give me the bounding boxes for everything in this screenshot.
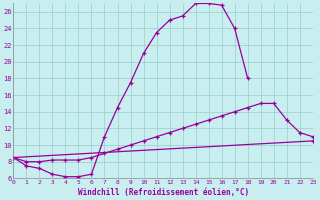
X-axis label: Windchill (Refroidissement éolien,°C): Windchill (Refroidissement éolien,°C) xyxy=(77,188,249,197)
